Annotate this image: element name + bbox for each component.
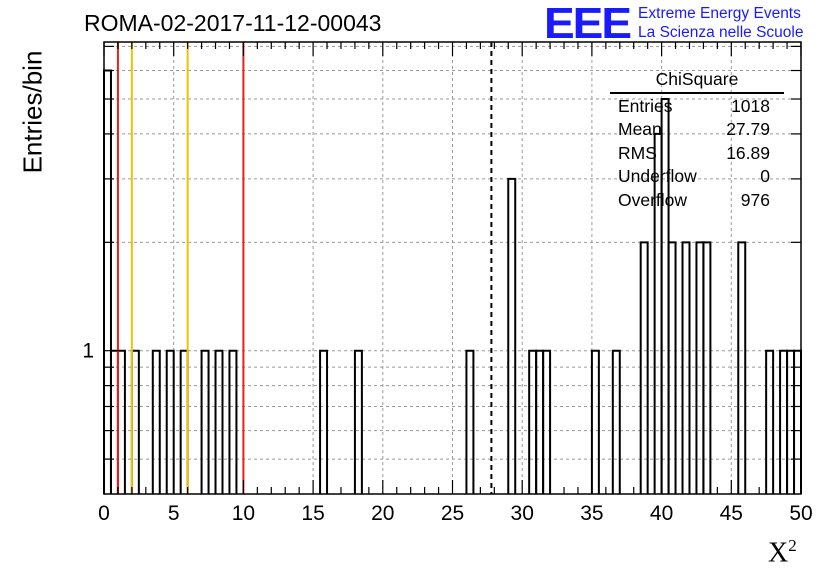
histogram-bin (695, 241, 705, 494)
x-tick-label: 35 (580, 502, 603, 525)
histogram-bin (779, 349, 789, 494)
grid (104, 42, 801, 494)
stats-value: 16.89 (726, 142, 770, 163)
stats-row-rms: RMS 16.89 (612, 142, 778, 166)
x-axis-label: X2 (768, 536, 797, 569)
stats-label: Overflow (618, 189, 688, 210)
y-axis-label: Entries/bin (17, 50, 48, 174)
axes: 0 5 10 15 20 25 30 35 40 45 50 1 (82, 41, 813, 525)
brand-line-2: La Scienza nelle Scuole (638, 24, 804, 41)
histogram-bin (130, 349, 140, 494)
brand-text: Extreme Energy Events La Scienza nelle S… (638, 3, 803, 42)
stats-value: 0 (760, 166, 770, 186)
histogram-bin (200, 349, 210, 494)
x-tick-label: 30 (511, 502, 534, 525)
histogram-bin (793, 349, 802, 494)
stats-label: Entries (618, 95, 673, 116)
stats-value: 27.79 (726, 119, 770, 139)
histogram-bin (214, 349, 224, 494)
histogram-bin (611, 349, 621, 494)
x-tick-label: 0 (98, 502, 110, 525)
eee-brand: EEE Extreme Energy Events La Scienza nel… (544, 0, 804, 48)
histogram-bin (228, 349, 238, 494)
histogram-bin (165, 349, 175, 494)
stats-row-entries: Entries 1018 (612, 95, 778, 119)
stats-row-mean: Mean 27.79 (612, 118, 778, 142)
stats-row-overflow: Overflow 976 (612, 189, 778, 213)
histogram-bin (702, 241, 712, 494)
histogram-bin (639, 241, 649, 494)
histogram-bin (786, 349, 796, 494)
stats-row-underflow: Underflow 0 (612, 165, 778, 189)
chart-title: ROMA-02-2017-11-12-00043 (84, 10, 382, 36)
x-tick-label: 5 (168, 502, 180, 525)
stats-label: Mean (618, 119, 662, 139)
stats-label: Underflow (618, 166, 697, 186)
stats-box: ChiSquare Entries 1018 Mean 27.79 RMS 16… (610, 68, 784, 213)
histogram-bin (542, 349, 552, 494)
brand-line-1: Extreme Energy Events (638, 5, 801, 22)
histogram-bin (590, 349, 600, 494)
stats-title: ChiSquare (610, 68, 784, 94)
x-tick-label: 15 (301, 502, 324, 525)
x-tick-label: 20 (371, 502, 394, 525)
histogram-bin (179, 349, 189, 494)
stats-value: 976 (740, 189, 770, 210)
histogram-bin (465, 349, 475, 494)
histogram-bin (535, 349, 545, 494)
histogram-bin (667, 241, 677, 494)
histogram-bin (151, 349, 161, 494)
histogram-bin (737, 241, 747, 494)
stats-value: 1018 (731, 95, 770, 116)
histogram-bin (109, 349, 119, 494)
histogram-bin (353, 349, 363, 494)
x-tick-label: 50 (789, 502, 812, 525)
x-tick-label: 40 (650, 502, 673, 525)
histogram-bin (681, 241, 691, 494)
histogram-bin (116, 349, 126, 494)
x-tick-label: 45 (720, 502, 743, 525)
stats-label: RMS (618, 142, 657, 163)
x-tick-label: 10 (232, 502, 255, 525)
histogram-bin (319, 349, 329, 494)
histogram-bin (765, 349, 775, 494)
histogram-bin (528, 349, 538, 494)
eee-logo: EEE (544, 0, 632, 48)
reference-lines (116, 42, 493, 494)
x-tick-label: 25 (441, 502, 464, 525)
y-tick-label: 1 (82, 340, 94, 363)
histogram-bin (507, 177, 517, 494)
